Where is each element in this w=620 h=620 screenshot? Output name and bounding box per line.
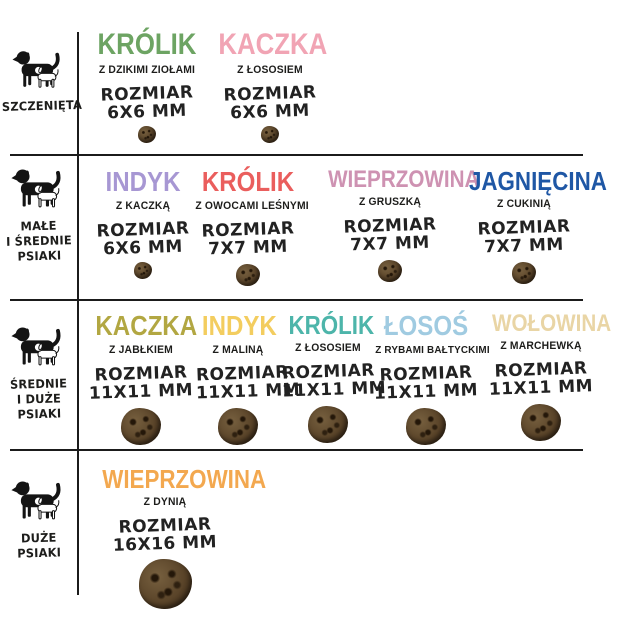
size-value: 11X11 MM (195, 380, 301, 404)
kibble-image (121, 407, 161, 445)
kibble-image (512, 261, 536, 284)
group-label: ŚREDNIE I DUŻE PSIAKI (9, 376, 68, 422)
product-krolik-owoce: KRÓLIK Z OWOCAMI LEŚNYMI ROZMIAR 7X7 MM (192, 166, 309, 286)
flavor-subtitle: Z MALINĄ (212, 344, 264, 356)
product-kaczka-jablko: KACZKA Z JABŁKIEM ROZMIAR 11X11 MM (88, 310, 198, 445)
row-divider (10, 154, 583, 156)
product-krolik-losos: KRÓLIK Z ŁOSOSIEM ROZMIAR 11X11 MM (281, 310, 387, 443)
row-divider (10, 299, 583, 301)
dog-icon (11, 327, 61, 366)
flavor-subtitle: Z GRUSZKĄ (358, 196, 422, 208)
size-value: 11X11 MM (488, 376, 594, 401)
group-label: MAŁE I ŚREDNIE PSIAKI (5, 218, 73, 264)
column-divider (77, 32, 79, 595)
flavor-title: INDYK (105, 166, 181, 197)
flavor-title: INDYK (201, 310, 277, 341)
product-jagniecina-cukinia: JAGNIĘCINA Z CUKINIĄ ROZMIAR 7X7 MM (460, 166, 607, 284)
size-value: 11X11 MM (373, 380, 479, 405)
product-indyk-malina: INDYK Z MALINĄ ROZMIAR 11X11 MM (195, 310, 301, 445)
kibble-image (378, 259, 402, 282)
size-value: 16X16 MM (112, 532, 218, 557)
product-kaczka-losos: KACZKA Z ŁOSOSIEM ROZMIAR 6X6 MM (210, 30, 330, 143)
flavor-title: WOŁOWINA (491, 310, 612, 337)
flavor-title: KACZKA (218, 28, 328, 61)
dog-icon (11, 169, 61, 208)
flavor-subtitle: Z DYNIĄ (143, 496, 187, 508)
kibble-image (521, 403, 561, 441)
kibble-image (218, 407, 258, 445)
flavor-subtitle: Z MARCHEWKĄ (500, 340, 582, 352)
flavor-title: JAGNIĘCINA (468, 166, 607, 196)
flavor-subtitle: Z KACZKĄ (115, 200, 171, 212)
size-value: 6X6 MM (106, 100, 188, 124)
flavor-subtitle: Z ŁOSOSIEM (237, 64, 303, 76)
product-indyk-kaczka: INDYK Z KACZKĄ ROZMIAR 6X6 MM (94, 168, 192, 279)
flavor-title: KRÓLIK (97, 28, 197, 61)
flavor-title: WIEPRZOWINA (102, 464, 267, 494)
product-wieprzowina-gruszka: WIEPRZOWINA Z GRUSZKĄ ROZMIAR 7X7 MM (318, 166, 480, 282)
flavor-subtitle: Z OWOCAMI LEŚNYMI (195, 200, 309, 212)
flavor-title: KRÓLIK (201, 166, 295, 197)
kibble-image (236, 263, 260, 286)
size-value: 6X6 MM (102, 236, 184, 260)
product-krolik-ziola: KRÓLIK Z DZIKIMI ZIOŁAMI ROZMIAR 6X6 MM (88, 30, 206, 143)
flavor-title: KRÓLIK (288, 310, 375, 340)
group-label: DUŻE PSIAKI (17, 530, 62, 561)
group-szczenieta: SZCZENIĘTA (0, 48, 83, 114)
product-losos-ryby: ŁOSOŚ Z RYBAMI BAŁTYCKIMI ROZMIAR 11X11 … (372, 310, 490, 445)
flavor-subtitle: Z JABŁKIEM (109, 344, 173, 356)
dog-icon (12, 51, 60, 88)
flavor-title: ŁOSOŚ (383, 310, 469, 341)
kibble-image (138, 125, 156, 143)
flavor-subtitle: Z CUKINIĄ (497, 198, 551, 210)
flavor-subtitle: Z DZIKIMI ZIOŁAMI (98, 64, 196, 76)
flavor-title: WIEPRZOWINA (328, 166, 480, 193)
group-duze: DUŻE PSIAKI (0, 478, 78, 561)
kibble-image (261, 125, 279, 143)
size-value: 11X11 MM (88, 380, 194, 405)
size-value: 6X6 MM (229, 100, 311, 124)
product-wieprzowina-dynia: WIEPRZOWINA Z DYNIĄ ROZMIAR 16X16 MM (92, 464, 267, 609)
kibble-image (138, 558, 192, 609)
size-value: 11X11 MM (281, 378, 387, 402)
kibble-image (308, 405, 348, 443)
size-value: 7X7 MM (349, 232, 431, 256)
flavor-subtitle: Z ŁOSOSIEM (295, 342, 361, 354)
group-srednie-duze: ŚREDNIE I DUŻE PSIAKI (0, 324, 78, 422)
kibble-image (406, 407, 446, 445)
size-value: 7X7 MM (483, 234, 565, 258)
group-label: SZCZENIĘTA (1, 97, 83, 114)
product-wolowina-marchewka: WOŁOWINA Z MARCHEWKĄ ROZMIAR 11X11 MM (484, 310, 612, 441)
size-value: 7X7 MM (207, 236, 289, 260)
group-male-srednie: MAŁE I ŚREDNIE PSIAKI (0, 166, 78, 264)
kibble-image (134, 261, 152, 279)
row-divider (10, 449, 583, 451)
flavor-subtitle: Z RYBAMI BAŁTYCKIMI (375, 344, 490, 356)
dog-icon (11, 481, 61, 520)
flavor-title: KACZKA (95, 310, 198, 341)
